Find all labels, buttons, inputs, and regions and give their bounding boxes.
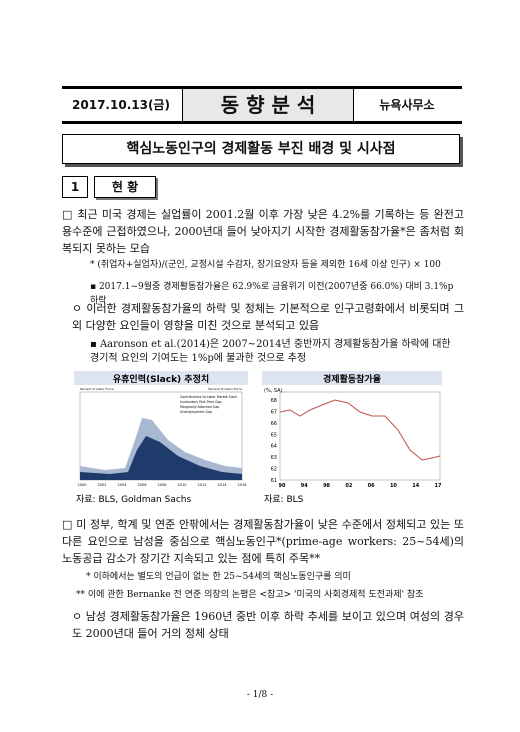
note: ** 이에 관한 Bernanke 전 연준 의장의 논평은 <참고> '미국의…	[76, 590, 424, 600]
legend-label: Involuntary Part-Time Gap	[180, 400, 222, 404]
note: * 이하에서는 별도의 언급이 없는 한 25~54세의 핵심노동인구를 의미	[86, 572, 351, 582]
legend-label: Contributions to Labor Market Slack	[180, 395, 237, 399]
x-label: 14	[412, 483, 419, 489]
y-label: 62	[271, 467, 277, 473]
figure-title: 경제활동참가율	[323, 373, 381, 385]
x-label: 2006	[138, 483, 147, 487]
y-label: 64	[271, 444, 277, 450]
bullet: ▪ Aaronson et al.(2014)은 2007~2014년 중반까지…	[90, 339, 451, 364]
y-label: 63	[271, 455, 277, 461]
x-label: 2002	[98, 483, 107, 487]
x-label: 2010	[178, 483, 187, 487]
header-date: 2017.10.13(금)	[72, 98, 170, 112]
footer: - 1/8 -	[246, 690, 274, 700]
section-number: 1	[62, 176, 88, 198]
legend-label: Marginally Attached Gap	[180, 405, 219, 409]
axis-label: Percent of Labor Force	[80, 387, 114, 391]
x-label: 2000	[78, 483, 87, 487]
x-label: 90	[279, 483, 286, 489]
figure-source: 자료: BLS, Goldman Sachs	[76, 494, 191, 505]
figure-source: 자료: BLS	[264, 494, 304, 505]
x-label: 2008	[158, 483, 167, 487]
paragraph: ㅇ 이러한 경제활동참가율의 하락 및 정체는 기본적으로 인구고령화에서 비롯…	[72, 302, 464, 332]
y-label: 65	[271, 432, 277, 438]
figure-title-bg	[74, 371, 248, 385]
axis-unit: (%, SA)	[264, 388, 283, 394]
y-label: 66	[271, 421, 277, 427]
header-box	[62, 86, 462, 124]
paragraph: □ 최근 미국 경제는 실업률이 2001.2월 이후 가장 낮은 4.2%를 …	[62, 208, 464, 255]
line	[279, 399, 441, 461]
section-title: 현 황	[94, 176, 156, 198]
area	[80, 436, 242, 480]
figure-title: 유휴인력(Slack) 추정치	[113, 373, 209, 385]
x-label: 10	[390, 483, 397, 489]
x-label: 2014	[218, 483, 228, 487]
legend-label: Unemployment Gap	[180, 410, 212, 414]
main-title: 핵심노동인구의 경제활동 부진 배경 및 시사점	[62, 134, 460, 164]
y-label: 61	[271, 478, 277, 484]
x-label: 2004	[118, 483, 128, 487]
note: * (취업자+실업자)/(군인, 교정시설 수감자, 장기요양자 등을 제외한 …	[90, 260, 441, 270]
y-label: 68	[271, 398, 277, 404]
x-label: 06	[368, 483, 375, 489]
x-label: 17	[435, 483, 442, 489]
header-office: 뉴욕사무소	[379, 98, 435, 112]
x-label: 02	[345, 483, 352, 489]
x-label: 2012	[198, 483, 207, 487]
y-label: 67	[271, 409, 277, 415]
x-label: 98	[323, 483, 330, 489]
axis-label: Percent of Labor Force	[208, 387, 242, 391]
paragraph: ㅇ 남성 경제활동참가율은 1960년 중반 이후 하락 추세를 보이고 있으며…	[72, 610, 464, 640]
figure-title-bg	[262, 371, 442, 385]
x-label: 2016	[238, 483, 247, 487]
paragraph: □ 미 정부, 학계 및 연준 안팎에서는 경제활동참가율이 낮은 수준에서 정…	[62, 518, 464, 565]
x-label: 94	[301, 483, 308, 489]
bullet: ▪ 2017.1~9월중 경제활동참가율은 62.9%로 금융위기 이전(200…	[90, 282, 454, 306]
plot-frame	[279, 391, 441, 481]
header-title: 동 향 분 석	[182, 89, 354, 121]
